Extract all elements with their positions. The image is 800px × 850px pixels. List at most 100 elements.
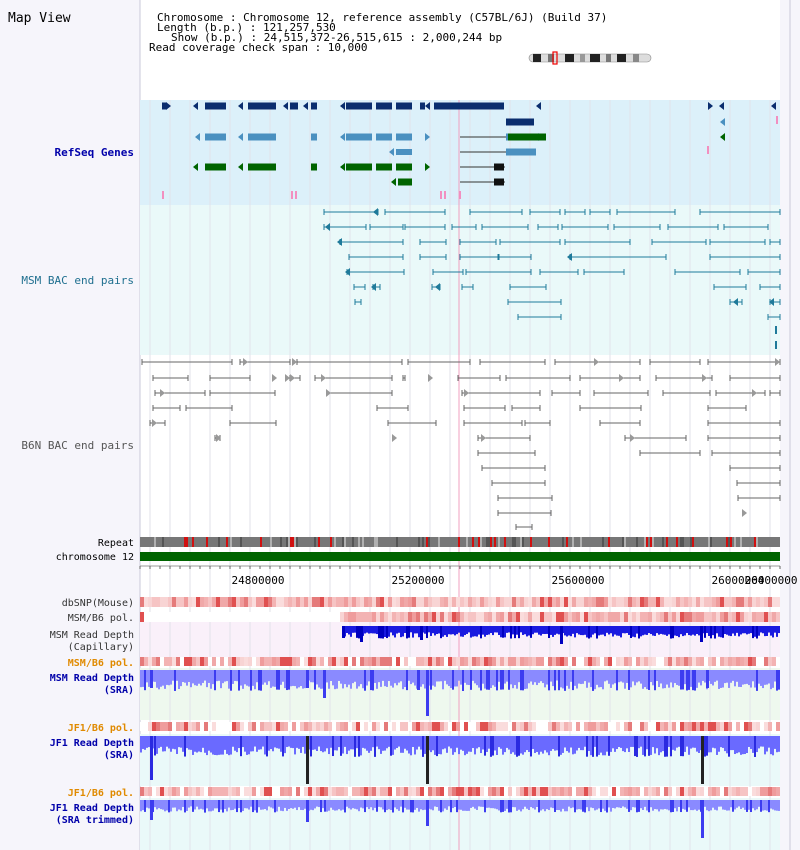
repeat-mark <box>500 537 502 547</box>
depth-bar <box>360 670 362 685</box>
chromosome-ideogram[interactable] <box>528 51 652 65</box>
heat-cell <box>144 612 148 622</box>
depth-bar <box>320 800 322 813</box>
depth-bar <box>584 626 586 635</box>
msm-b6-pol-strip-2[interactable] <box>140 657 780 666</box>
repeat-mark <box>474 537 476 547</box>
depth-bar <box>746 626 748 635</box>
jf1-trimmed-depth[interactable] <box>140 800 780 838</box>
strand-arrow-icon <box>719 102 724 110</box>
repeat-mark <box>452 537 454 547</box>
heat-cell <box>680 612 684 622</box>
heat-cell <box>144 597 148 607</box>
depth-bar <box>678 800 680 807</box>
depth-bar <box>608 626 610 635</box>
jf1-sra-depth[interactable] <box>140 736 780 784</box>
msm-capillary-depth[interactable] <box>342 626 780 644</box>
heat-cell <box>224 787 228 796</box>
depth-bar <box>374 670 376 683</box>
heat-cell <box>732 597 736 607</box>
msm-bac-track[interactable] <box>323 208 781 349</box>
depth-bar <box>696 736 698 752</box>
depth-bar <box>202 736 204 748</box>
heat-cell <box>736 597 740 607</box>
depth-bar <box>356 626 358 638</box>
heat-cell <box>568 722 572 731</box>
heat-cell <box>140 722 144 731</box>
repeat-track[interactable] <box>140 537 780 547</box>
depth-bar <box>250 670 252 691</box>
repeat-mark <box>458 537 460 547</box>
depth-bar <box>518 800 520 810</box>
depth-bar <box>652 626 654 636</box>
jf1-b6-pol-strip-2[interactable] <box>140 787 780 796</box>
b6n-bac-track[interactable] <box>141 358 781 530</box>
heat-cell <box>652 722 656 731</box>
heat-cell <box>468 612 472 622</box>
heat-cell <box>524 787 528 796</box>
heat-cell <box>316 612 320 622</box>
depth-bar <box>678 736 680 747</box>
heat-cell <box>280 612 284 622</box>
repeat-mark <box>590 537 592 547</box>
heat-cell <box>712 722 716 731</box>
heat-cell <box>700 657 704 666</box>
repeat-mark <box>460 537 462 547</box>
msm-sra-depth[interactable] <box>140 670 780 716</box>
depth-bar <box>214 736 216 755</box>
heat-cell <box>592 612 596 622</box>
heat-cell <box>484 787 488 796</box>
depth-bar <box>770 626 772 636</box>
heat-cell <box>480 612 484 622</box>
heat-cell <box>228 657 232 666</box>
depth-bar <box>340 670 342 684</box>
msm-b6-pol-strip-1[interactable] <box>140 612 780 622</box>
jf1-b6-pol-strip-1[interactable] <box>140 722 780 731</box>
repeat-mark <box>376 537 378 547</box>
repeat-mark <box>192 537 194 547</box>
depth-bar <box>248 800 250 810</box>
depth-bar <box>722 626 724 638</box>
depth-bar <box>164 670 166 689</box>
repeat-mark <box>600 537 602 547</box>
depth-bar <box>688 736 690 755</box>
dbsnp-heat-strip[interactable] <box>140 597 780 607</box>
heat-cell <box>544 722 548 731</box>
depth-bar <box>500 626 502 638</box>
repeat-mark <box>370 537 372 547</box>
heat-cell <box>348 787 352 796</box>
repeat-mark <box>338 537 340 547</box>
depth-bar <box>252 670 254 686</box>
heat-cell <box>396 657 400 666</box>
heat-cell <box>564 657 568 666</box>
heat-cell <box>724 597 728 607</box>
heat-cell <box>536 597 540 607</box>
refseq-genes-track[interactable] <box>162 102 778 199</box>
chromosome-bar[interactable] <box>140 552 780 561</box>
depth-bar <box>230 670 232 691</box>
repeat-mark <box>262 537 264 547</box>
depth-bar <box>232 736 234 747</box>
heat-cell <box>656 657 660 666</box>
depth-bar <box>398 626 400 633</box>
depth-bar <box>568 800 570 807</box>
depth-bar <box>732 626 734 634</box>
depth-bar <box>496 736 498 756</box>
depth-bar <box>746 736 748 753</box>
heat-cell <box>504 657 508 666</box>
repeat-mark <box>222 537 224 547</box>
depth-bar <box>750 626 752 634</box>
heat-cell <box>392 657 396 666</box>
repeat-mark <box>308 537 310 547</box>
heat-cell <box>516 597 520 607</box>
heat-cell <box>316 657 320 666</box>
heat-cell <box>528 787 532 796</box>
depth-bar <box>670 670 672 683</box>
depth-bar <box>614 670 616 684</box>
heat-cell <box>308 612 312 622</box>
repeat-mark <box>754 537 756 547</box>
repeat-mark <box>426 537 428 547</box>
repeat-mark <box>356 537 358 547</box>
heat-cell <box>344 722 348 731</box>
depth-bar <box>374 626 376 634</box>
